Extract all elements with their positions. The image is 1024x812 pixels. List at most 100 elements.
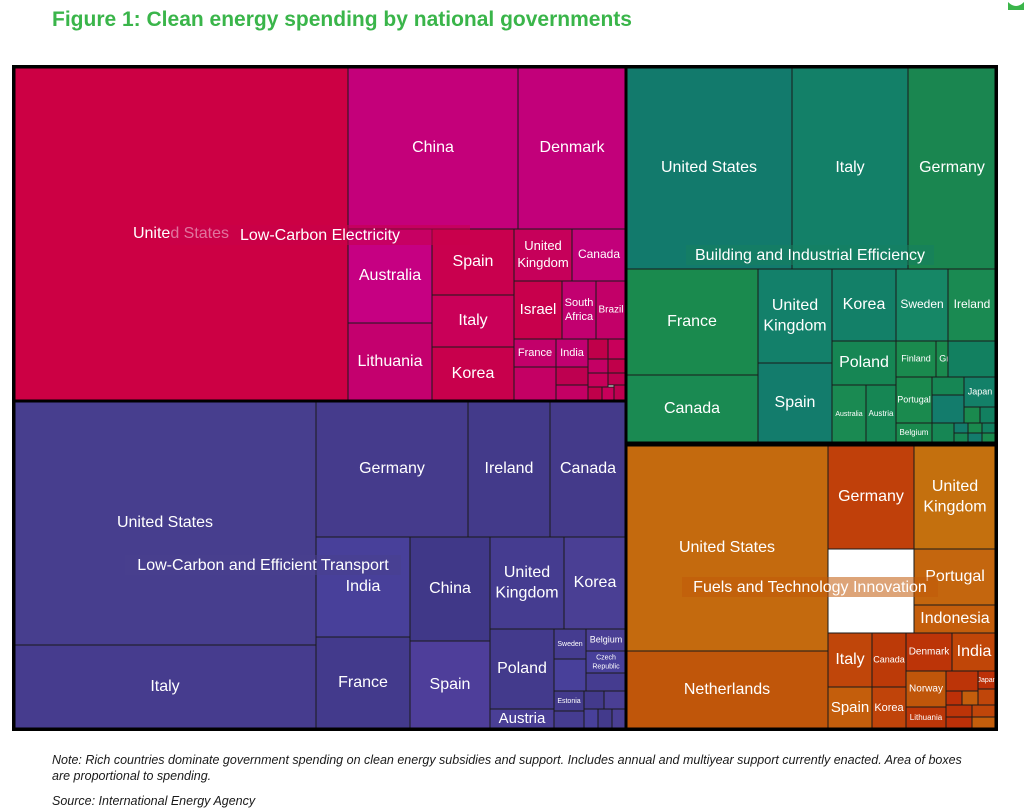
- tile-1-11: [625, 374, 759, 444]
- tile-label-3-2: Germany: [838, 488, 904, 505]
- tile-label-1-11: Canada: [664, 400, 720, 417]
- tile-1-16: [865, 384, 897, 444]
- figure-source: Source: International Energy Agency: [52, 794, 256, 808]
- tile-label-3-4: Portugal: [925, 568, 985, 585]
- tile-0-6: [571, 228, 627, 282]
- group-2-tiles: United States Germany Ireland Canada India Ch…: [13, 400, 627, 730]
- treemap-chart: United StatesChinaDenmarkAustraliaSpainU…: [12, 65, 998, 731]
- tile-label-1-4: Kingdom: [763, 318, 826, 335]
- tile-label-2-5: China: [429, 580, 471, 597]
- tile-0-14: [555, 338, 589, 368]
- tile-0-7: [431, 294, 515, 348]
- tile-2-1: [315, 400, 469, 538]
- group-label-bg: [125, 555, 401, 575]
- tile-label-3-13: Japan: [977, 677, 996, 684]
- tile-label-0-5: United: [524, 238, 562, 253]
- tile-label-1-3: France: [667, 313, 717, 330]
- small-tile: [931, 376, 965, 396]
- tile-2-6: [489, 536, 565, 630]
- small-tile: [971, 704, 997, 718]
- tile-label-2-8: Italy: [150, 678, 179, 695]
- tile-label-3-9: India: [957, 643, 992, 660]
- small-tile: [587, 372, 609, 388]
- tile-3-1: [625, 650, 829, 730]
- tile-1-9: [895, 340, 937, 378]
- tile-label-3-7: Canada: [873, 654, 905, 664]
- tile-label-2-13: Sweden: [557, 641, 582, 648]
- tile-1-12: [757, 362, 833, 444]
- small-tile: [583, 690, 605, 710]
- tile-3-8: [905, 632, 953, 672]
- small-tile: [553, 658, 587, 692]
- group-label-2: Low-Carbon and Efficient Transport: [125, 555, 401, 575]
- small-tile: [607, 372, 627, 386]
- tile-1-5: [831, 268, 897, 342]
- tile-2-0: [13, 400, 317, 646]
- tile-label-2-9: France: [338, 674, 388, 691]
- small-tile: [555, 384, 589, 402]
- tile-label-2-3: Canada: [560, 460, 616, 477]
- tile-label-0-11: Lithuania: [358, 353, 423, 370]
- tile-0-12: [431, 346, 515, 402]
- tile-label-0-6: Canada: [578, 247, 620, 261]
- corner-leaf-icon: [1008, 2, 1024, 10]
- small-tile: [607, 338, 627, 360]
- small-tile: [611, 708, 627, 730]
- small-tile: [947, 340, 997, 378]
- tile-label-2-7: Korea: [574, 574, 617, 591]
- tile-3-12: [905, 670, 947, 708]
- small-tile: [961, 690, 979, 706]
- tile-label-3-14: Lithuania: [910, 713, 943, 722]
- tile-0-8: [513, 280, 563, 340]
- group-label-text: Building and Industrial Efficiency: [695, 247, 925, 264]
- small-tile: [553, 710, 585, 730]
- tile-label-2-4: India: [346, 578, 381, 595]
- tile-label-1-7: Ireland: [954, 297, 991, 311]
- small-tile: [597, 708, 613, 730]
- tile-label-1-9: Finland: [901, 353, 931, 363]
- tile-label-0-7: Italy: [458, 312, 487, 329]
- tile-1-3: [625, 268, 759, 376]
- tile-label-2-6: Kingdom: [495, 585, 558, 602]
- tile-label-3-3: Kingdom: [923, 499, 986, 516]
- tile-label-0-10: Brazil: [598, 305, 623, 316]
- small-tile: [587, 338, 609, 360]
- tile-2-9: [315, 636, 411, 730]
- group-label-text: Low-Carbon Electricity: [240, 227, 400, 244]
- small-tile: [587, 386, 603, 402]
- tile-label-3-12: Norway: [909, 684, 943, 695]
- small-tiles: [513, 338, 997, 730]
- tile-label-1-0: United States: [661, 159, 757, 176]
- tile-1-2: [907, 66, 997, 270]
- tile-label-2-15: Estonia: [557, 698, 580, 705]
- tile-label-2-0: United States: [117, 514, 213, 531]
- tile-1-13: [895, 376, 933, 424]
- group-label-text: Low-Carbon and Efficient Transport: [137, 557, 389, 574]
- tile-label-1-2: Germany: [919, 159, 985, 176]
- tile-label-0-9: South: [565, 297, 594, 309]
- tile-label-3-10: Spain: [831, 699, 869, 716]
- small-tile: [603, 690, 627, 710]
- tile-1-0: [625, 66, 793, 270]
- small-tile: [967, 422, 983, 434]
- figure-title: Figure 1: Clean energy spending by natio…: [52, 8, 632, 31]
- small-tile: [945, 670, 979, 692]
- group-label-3: Fuels and Technology Innovation: [682, 577, 938, 597]
- tile-label-0-2: Denmark: [540, 139, 606, 156]
- tile-0-9: [561, 280, 597, 340]
- tile-0-2: [517, 66, 627, 230]
- tile-label-2-14: Republic: [592, 663, 620, 670]
- small-tile: [931, 422, 955, 444]
- tile-label-2-11: Poland: [497, 660, 547, 677]
- tile-3-3: [913, 444, 997, 550]
- tile-2-11: [489, 628, 555, 710]
- group-label-bg: [170, 225, 470, 245]
- tile-label-0-12: Korea: [452, 365, 495, 382]
- small-tile: [601, 386, 615, 402]
- tile-1-7: [947, 268, 997, 342]
- treemap-svg: United StatesChinaDenmarkAustraliaSpainU…: [12, 65, 998, 731]
- small-tile: [931, 394, 965, 424]
- tile-label-1-4: United: [772, 297, 818, 314]
- tile-3-9: [951, 632, 997, 672]
- tile-3-7: [871, 632, 907, 688]
